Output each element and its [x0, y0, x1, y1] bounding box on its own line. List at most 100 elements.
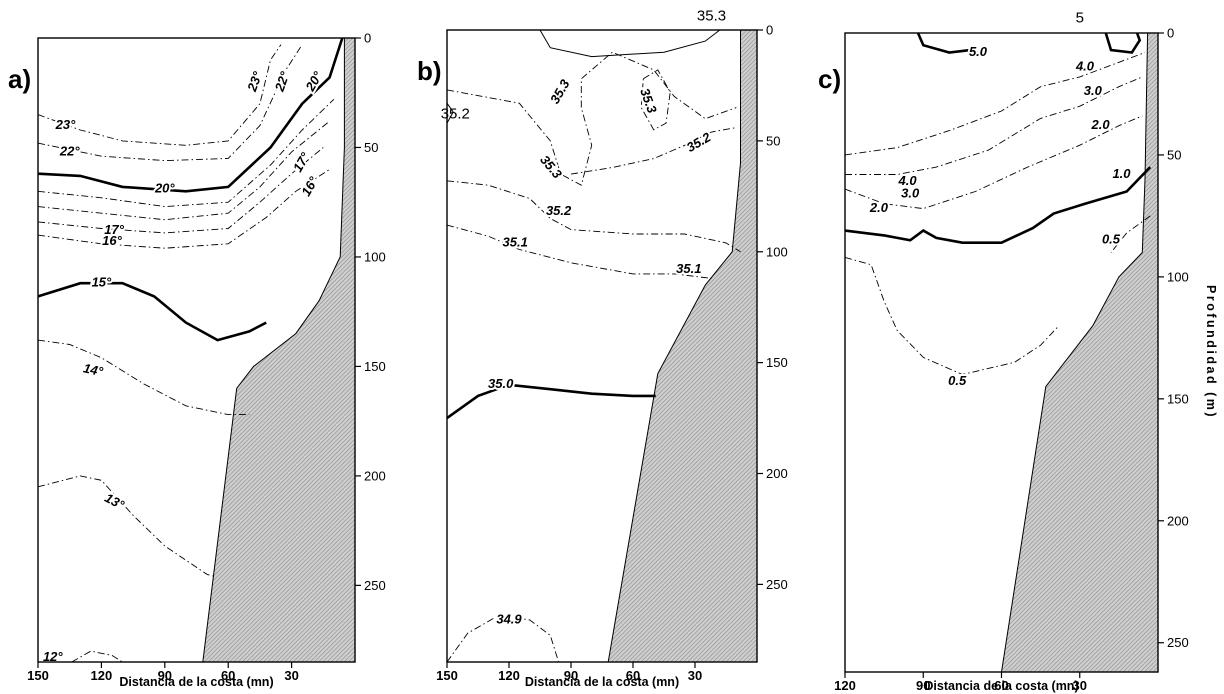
x-tick-label: 90 — [158, 668, 172, 683]
y-tick-label: 0 — [766, 23, 773, 38]
y-tick-label: 150 — [364, 359, 386, 374]
panel-letter: a) — [8, 64, 31, 94]
y-tick-label: 0 — [364, 31, 371, 46]
contour-label: 2.0 — [1091, 117, 1111, 132]
panel-letter: c) — [818, 64, 841, 94]
isoline-0-5 — [1110, 215, 1151, 253]
isoline-35-3 — [446, 51, 737, 186]
y-tick-label: 100 — [766, 244, 788, 259]
x-tick-label: 30 — [1073, 678, 1087, 693]
contour-label: 35.1 — [676, 261, 701, 276]
x-tick-label: 30 — [688, 668, 702, 683]
isoline-18 — [37, 120, 330, 221]
contour-label: 35.0 — [488, 376, 514, 391]
contour-label: 4.0 — [1075, 59, 1095, 74]
contour-label: 0.5 — [948, 373, 967, 388]
contour-label: 22° — [59, 143, 80, 158]
isoline-4 — [844, 52, 1146, 156]
contour-label: 1.0 — [1112, 166, 1131, 181]
x-tick-label: 120 — [91, 668, 113, 683]
contour-label: 15° — [92, 275, 112, 290]
y-tick-label: 100 — [364, 249, 386, 264]
contour-label: 13° — [102, 490, 127, 513]
y-tick-label: 50 — [364, 140, 378, 155]
isoline-35 — [446, 383, 656, 420]
contour-label: 35.3 — [547, 76, 573, 106]
x-tick-label: 150 — [27, 668, 49, 683]
isoline-5 — [916, 32, 971, 54]
panel-letter: b) — [417, 56, 442, 86]
x-tick-label: 120 — [498, 668, 520, 683]
x-axis-title: Distancia de la costa (mn) — [119, 675, 273, 689]
isoline-35-2 — [446, 102, 454, 124]
contour-label: 5.0 — [969, 44, 988, 59]
contour-label: 35.2 — [546, 203, 572, 218]
contour-label: 34.9 — [496, 611, 522, 626]
y-tick-label: 250 — [1167, 635, 1189, 650]
contour-label: 3.0 — [901, 185, 920, 200]
isoline-1 — [844, 166, 1152, 244]
contour-label: 4.0 — [898, 173, 918, 188]
isoline-35-2 — [570, 127, 737, 175]
contour-label: 12° — [43, 649, 63, 664]
isoline-3 — [845, 76, 1143, 175]
x-tick-label: 120 — [834, 678, 856, 693]
x-tick-label: 60 — [626, 668, 640, 683]
seabed-area — [1000, 32, 1159, 673]
contour-label: 20° — [154, 181, 175, 196]
y-tick-label: 200 — [766, 466, 788, 481]
x-axis-title: Distancia de la costa (mn) — [525, 675, 679, 689]
isoline-35-2 — [446, 180, 741, 253]
isoline-22 — [37, 44, 303, 162]
contour-label: 5 — [1076, 9, 1084, 26]
contour-label: 22° — [271, 69, 292, 94]
contour-label: 17° — [290, 149, 313, 174]
contour-label: 35.1 — [503, 234, 528, 249]
y-tick-label: 250 — [364, 578, 386, 593]
plot-frame — [37, 37, 356, 663]
y-tick-label: 200 — [1167, 513, 1189, 528]
contour-label: 20° — [302, 68, 326, 94]
isoline-16 — [37, 169, 330, 249]
isoline-35-3 — [640, 69, 671, 131]
isoline-5 — [1104, 32, 1142, 54]
x-tick-label: 90 — [564, 668, 578, 683]
isoline-15 — [37, 281, 267, 342]
y-tick-label: 250 — [766, 577, 788, 592]
x-axis-title: Distancia de la costa (mn) — [924, 679, 1078, 693]
seabed-area — [202, 37, 356, 663]
contour-label: 23° — [55, 117, 76, 132]
y-tick-label: 50 — [766, 133, 780, 148]
contour-label: 3.0 — [1084, 83, 1103, 98]
isoline-13 — [37, 475, 216, 578]
contour-label: 35.3 — [697, 8, 726, 25]
contour-label: 16° — [102, 233, 122, 248]
y-tick-label: 200 — [364, 468, 386, 483]
contour-label: 35.3 — [537, 152, 565, 182]
isoline-2 — [844, 115, 1143, 210]
x-tick-label: 60 — [994, 678, 1008, 693]
panel-a: 23°23°22°22°20°20°17°17°16°16°15°14°13°1… — [8, 31, 386, 690]
contour-label: 17° — [104, 222, 124, 237]
contour-label: 2.0 — [869, 200, 889, 215]
isoline-20 — [37, 37, 344, 193]
x-tick-label: 90 — [916, 678, 930, 693]
y-tick-label: 0 — [1167, 26, 1174, 41]
x-tick-label: 30 — [284, 668, 298, 683]
y-tick-label: 50 — [1167, 147, 1181, 162]
isoline-17 — [37, 147, 324, 234]
isoline-34-9 — [446, 614, 560, 663]
isoline-19 — [37, 98, 335, 208]
x-tick-label: 150 — [436, 668, 458, 683]
isoline-0-5 — [844, 256, 1060, 375]
isoline-35-3 — [539, 29, 721, 58]
contour-label: 16° — [298, 173, 321, 198]
contour-label: 35.3 — [637, 86, 660, 116]
contour-label: 14° — [82, 360, 105, 379]
y-tick-label: 100 — [1167, 269, 1189, 284]
contour-label: 35.2 — [441, 105, 470, 122]
y-axis-title: Profundidad (m) — [1204, 285, 1218, 419]
contour-label: 23° — [244, 69, 265, 94]
